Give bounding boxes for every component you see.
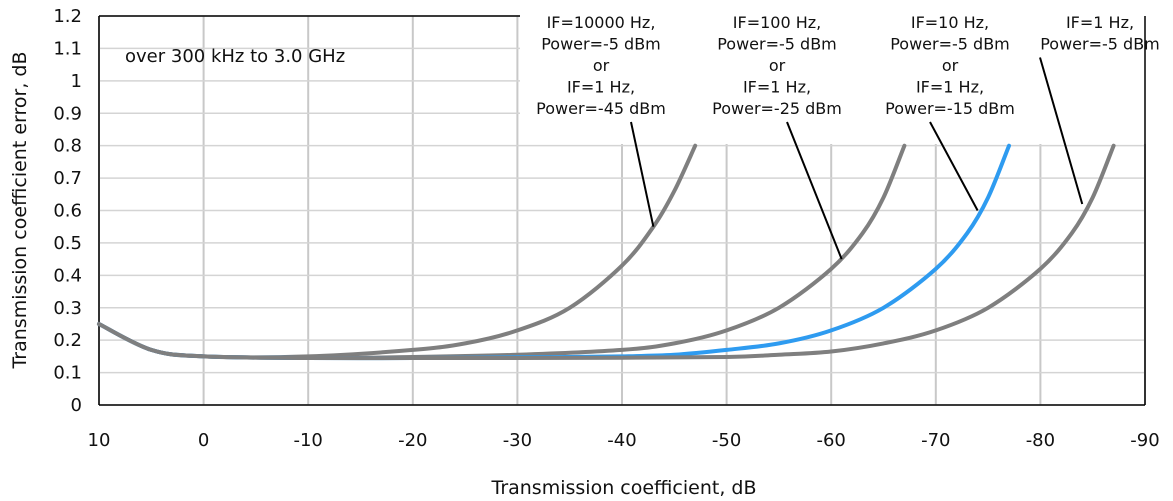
annotation-text: Power=-5 dBm <box>890 35 1010 54</box>
x-tick-label: -60 <box>816 430 845 451</box>
annotation-text: IF=1 Hz, <box>1066 13 1134 32</box>
annotation-leader-line <box>786 121 843 260</box>
annotation-text: IF=1 Hz, <box>916 78 984 97</box>
x-tick-label: 10 <box>88 430 111 451</box>
annotation-text: Power=-25 dBm <box>712 99 842 118</box>
annotation-text: IF=1 Hz, <box>567 78 635 97</box>
series-line-4 <box>97 143 1116 361</box>
annotation-leader-line <box>929 121 979 211</box>
annotation-3: IF=10 Hz, Power=-5 dBm or IF=1 Hz, Power=-15… <box>885 13 1015 211</box>
annotation-text: or <box>942 56 959 75</box>
range-note: over 300 kHz to 3.0 GHz <box>125 46 345 67</box>
y-tick-label: 0.6 <box>53 201 82 222</box>
y-tick-label: 0.7 <box>53 168 82 189</box>
annotation-text: IF=100 Hz, <box>733 13 821 32</box>
annotation-text: Power=-5 dBm <box>1040 35 1160 54</box>
annotation-text: or <box>593 56 610 75</box>
y-tick-label: 0.3 <box>53 298 82 319</box>
x-tick-label: -50 <box>712 430 741 451</box>
tick-labels: 10 0 -10 -20 -30 -40 -50 -60 -70 -80 -90 0 0.1 0.2 0.3… <box>53 6 1159 451</box>
y-tick-label: 1.1 <box>53 38 82 59</box>
x-tick-label: -90 <box>1130 430 1159 451</box>
annotation-text: or <box>769 56 786 75</box>
y-tick-label: 0.1 <box>53 363 82 384</box>
x-tick-label: -30 <box>503 430 532 451</box>
x-tick-label: -70 <box>921 430 950 451</box>
annotation-text: Power=-15 dBm <box>885 99 1015 118</box>
annotation-1: IF=10000 Hz, Power=-5 dBm or IF=1 Hz, Power=… <box>536 13 666 227</box>
x-tick-label: -20 <box>398 430 427 451</box>
x-tick-label: -40 <box>607 430 636 451</box>
annotation-2: IF=100 Hz, Power=-5 dBm or IF=1 Hz, Power=-2… <box>712 13 843 260</box>
y-tick-label: 1 <box>71 71 82 92</box>
annotation-leader-line <box>630 121 655 227</box>
x-axis-title: Transmission coefficient, dB <box>491 477 757 499</box>
annotations: IF=10000 Hz, Power=-5 dBm or IF=1 Hz, Power=… <box>536 13 1160 260</box>
annotation-text: IF=10000 Hz, <box>547 13 656 32</box>
x-tick-label: 0 <box>198 430 209 451</box>
annotation-background <box>520 4 1172 144</box>
axes <box>98 15 1146 406</box>
y-tick-label: 0.2 <box>53 330 82 351</box>
x-tick-label: -80 <box>1026 430 1055 451</box>
annotation-leader-line <box>1039 57 1084 205</box>
annotation-4: IF=1 Hz, Power=-5 dBm <box>1039 13 1160 205</box>
y-tick-label: 0.8 <box>53 136 82 157</box>
y-tick-label: 0.9 <box>53 103 82 124</box>
annotation-text: IF=10 Hz, <box>911 13 989 32</box>
annotation-text: Power=-5 dBm <box>541 35 661 54</box>
y-tick-label: 0.4 <box>53 265 82 286</box>
y-tick-label: 0 <box>71 395 82 416</box>
annotation-text: Power=-45 dBm <box>536 99 666 118</box>
y-axis-title: Transmission coefficient error, dB <box>9 51 31 369</box>
y-tick-label: 1.2 <box>53 6 82 27</box>
annotation-text: Power=-5 dBm <box>717 35 837 54</box>
annotation-text: IF=1 Hz, <box>743 78 811 97</box>
series-group <box>97 143 1116 361</box>
y-tick-label: 0.5 <box>53 233 82 254</box>
x-tick-label: -10 <box>293 430 322 451</box>
